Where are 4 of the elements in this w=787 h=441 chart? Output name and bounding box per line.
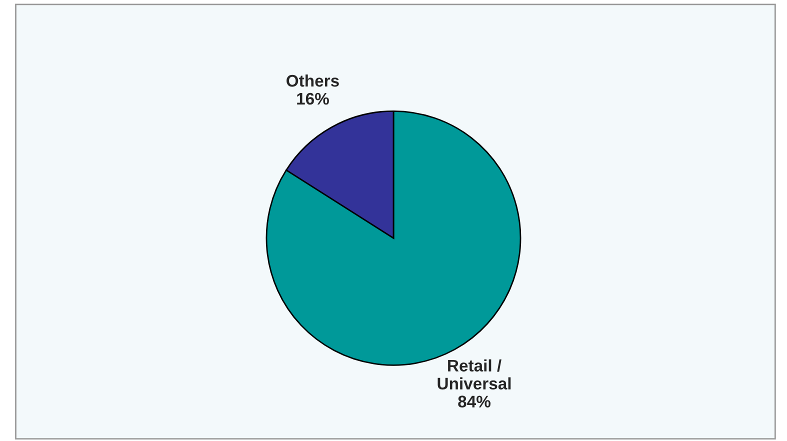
data-label: 84% — [458, 396, 491, 408]
data-label: 16% — [297, 92, 329, 105]
slice-label: Retail / Universal — [438, 359, 511, 390]
slice-label: Others — [286, 74, 339, 87]
